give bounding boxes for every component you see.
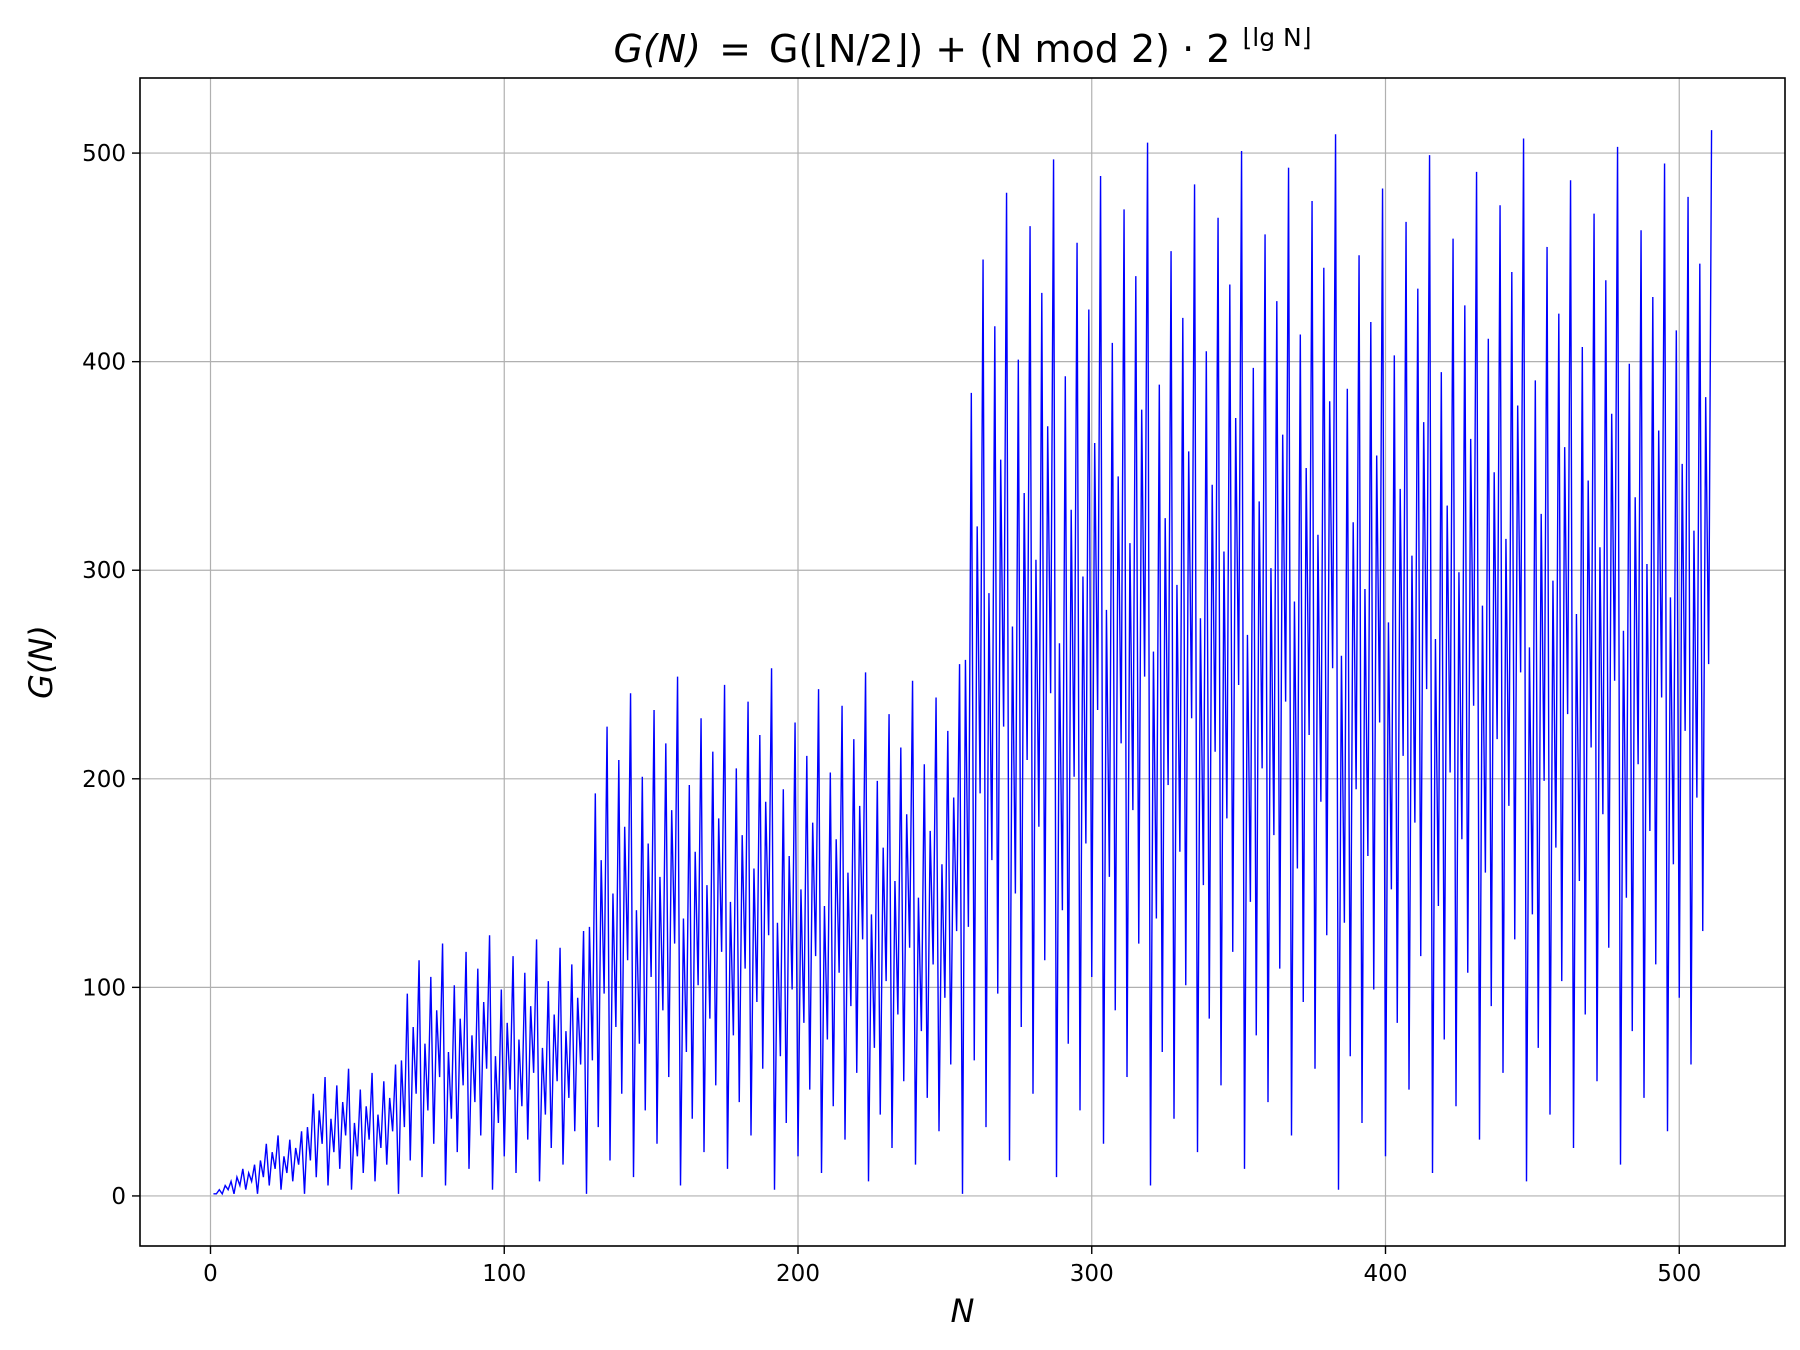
series-line (213, 130, 1713, 1196)
y-axis-label: G(N) (22, 625, 60, 699)
plot-frame (139, 77, 1786, 1247)
title-eq: = (719, 27, 751, 71)
series-layer (213, 130, 1713, 1196)
x-tick-label: 400 (1364, 1261, 1408, 1287)
y-ticks: 0 100 200 300 400 500 (82, 141, 140, 1210)
x-tick-label: 500 (1657, 1261, 1701, 1287)
y-tick-label: 400 (82, 350, 126, 376)
chart-title: G(N) = G(⌊N/2⌋) + (N mod 2) · 2 ⌊lg N⌋ (613, 23, 1311, 71)
title-lhs: G(N) (613, 27, 701, 71)
x-tick-label: 200 (776, 1261, 820, 1287)
title-superscript: ⌊lg N⌋ (1243, 23, 1312, 52)
y-tick-label: 200 (82, 767, 126, 793)
y-tick-label: 300 (82, 558, 126, 584)
x-axis-label: N (951, 1292, 975, 1330)
x-tick-label: 100 (482, 1261, 526, 1287)
y-tick-label: 100 (82, 975, 126, 1001)
x-tick-label: 0 (203, 1261, 218, 1287)
x-tick-label: 300 (1070, 1261, 1114, 1287)
x-ticks: 0 100 200 300 400 500 (203, 1246, 1701, 1287)
y-tick-label: 0 (111, 1184, 126, 1210)
y-tick-label: 500 (82, 141, 126, 167)
title-rhs: G(⌊N/2⌋) + (N mod 2) · 2 (769, 27, 1230, 71)
